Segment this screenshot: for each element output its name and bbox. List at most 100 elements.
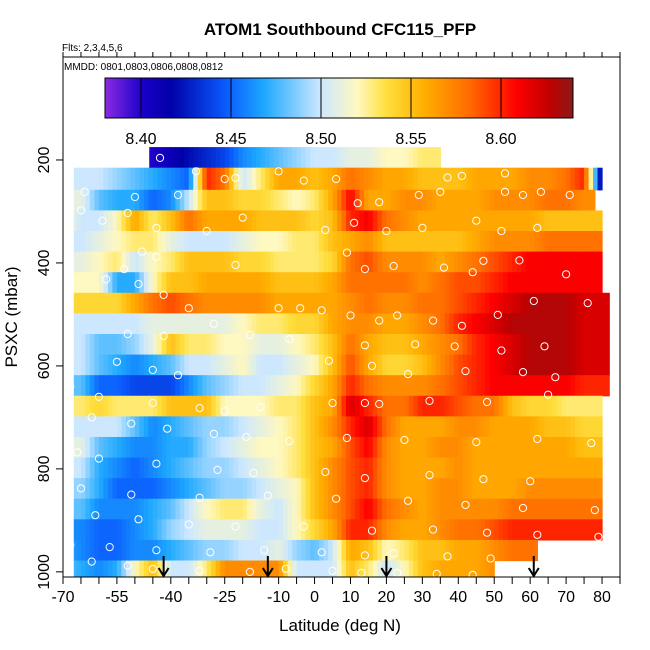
heatmap-cell xyxy=(274,375,280,397)
heatmap-cell xyxy=(188,272,194,294)
heatmap-cell xyxy=(193,231,199,253)
heatmap-cell xyxy=(494,313,500,335)
heatmap-cell xyxy=(337,231,343,253)
heatmap-cell xyxy=(292,416,298,438)
heatmap-cell xyxy=(116,436,122,459)
heatmap-cell xyxy=(233,457,239,479)
heatmap-cell xyxy=(143,375,149,397)
heatmap-cell xyxy=(498,416,504,438)
heatmap-cell xyxy=(157,395,163,417)
sample-point xyxy=(367,526,377,535)
chart-title: ATOM1 Southbound CFC115_PFP xyxy=(204,20,476,39)
heatmap-cell xyxy=(73,560,78,577)
heatmap-cell xyxy=(224,416,230,438)
heatmap-cell xyxy=(512,519,518,541)
heatmap-cell xyxy=(557,354,563,376)
heatmap-cell xyxy=(229,333,235,356)
heatmap-cell xyxy=(467,416,473,438)
heatmap-cell xyxy=(103,519,109,541)
heatmap-cell xyxy=(575,313,581,335)
colorbar-tick-label: 8.45 xyxy=(215,131,246,148)
heatmap-cell xyxy=(426,539,432,562)
heatmap-cell xyxy=(310,272,316,294)
heatmap-cell xyxy=(381,167,388,191)
heatmap-cell xyxy=(98,189,105,212)
heatmap-cell xyxy=(354,436,361,459)
heatmap-cell xyxy=(435,416,441,438)
heatmap-cell xyxy=(570,416,576,438)
sample-point xyxy=(526,477,535,486)
heatmap-cell xyxy=(157,436,163,459)
heatmap-cell xyxy=(242,210,248,232)
sample-point xyxy=(500,169,510,178)
heatmap-cell xyxy=(314,375,320,397)
heatmap-cell xyxy=(494,478,500,500)
heatmap-cell xyxy=(566,416,572,438)
heatmap-cell xyxy=(539,457,545,479)
heatmap-cell xyxy=(422,478,428,500)
sample-point xyxy=(461,500,470,509)
heatmap-cell xyxy=(305,167,311,191)
heatmap-cell xyxy=(404,436,410,459)
heatmap-cell xyxy=(305,272,311,294)
heatmap-cell xyxy=(426,313,432,335)
heatmap-cell xyxy=(350,560,356,577)
heatmap-cell xyxy=(359,210,365,232)
heatmap-cell xyxy=(561,251,567,273)
heatmap-cell xyxy=(314,313,320,335)
heatmap-cell xyxy=(89,519,96,541)
heatmap-cell xyxy=(453,478,459,500)
heatmap-cell xyxy=(426,375,432,397)
heatmap-cell xyxy=(431,539,437,562)
heatmap-cell xyxy=(274,313,280,335)
heatmap-cell xyxy=(552,498,558,520)
heatmap-cell xyxy=(489,539,495,562)
heatmap-cell xyxy=(543,231,549,253)
heatmap-cell xyxy=(449,457,455,479)
heatmap-cell xyxy=(256,333,262,356)
heatmap-cell xyxy=(485,498,491,520)
heatmap-cell xyxy=(94,519,100,541)
heatmap-cell xyxy=(229,498,235,520)
heatmap-cell xyxy=(107,498,114,520)
heatmap-cell xyxy=(332,416,338,438)
heatmap-cell xyxy=(408,395,414,417)
heatmap-cell xyxy=(498,519,504,541)
heatmap-cell xyxy=(453,231,459,253)
heatmap-cell xyxy=(341,539,347,562)
sample-point xyxy=(360,341,369,350)
heatmap-cell xyxy=(332,292,338,314)
heatmap-cell xyxy=(170,478,176,500)
heatmap-cell xyxy=(458,416,464,438)
heatmap-cell xyxy=(579,354,585,376)
heatmap-cell xyxy=(193,354,199,376)
heatmap-cell xyxy=(566,478,572,500)
heatmap-cell xyxy=(471,436,477,459)
heatmap-cell xyxy=(292,167,298,191)
heatmap-cell xyxy=(139,333,145,356)
heatmap-cell xyxy=(359,395,365,417)
heatmap-cell xyxy=(377,292,383,314)
heatmap-cell xyxy=(566,519,572,541)
heatmap-cell xyxy=(175,251,181,273)
heatmap-cell xyxy=(301,147,307,169)
heatmap-cell xyxy=(85,498,91,520)
heatmap-cell xyxy=(202,498,208,520)
heatmap-cell xyxy=(426,147,432,169)
heatmap-cell xyxy=(350,478,356,500)
heatmap-cell xyxy=(238,231,244,253)
heatmap-cell xyxy=(516,457,522,479)
heatmap-cell xyxy=(265,354,271,376)
heatmap-cell xyxy=(305,478,311,500)
heatmap-cell xyxy=(570,333,576,356)
heatmap-cell xyxy=(229,231,235,253)
heatmap-cell xyxy=(193,436,199,459)
heatmap-cell xyxy=(341,498,347,520)
heatmap-cell xyxy=(512,313,518,335)
heatmap-cell xyxy=(471,519,477,541)
heatmap-cell xyxy=(134,395,140,417)
heatmap-cell xyxy=(561,375,567,397)
heatmap-cell xyxy=(256,395,262,417)
heatmap-cell xyxy=(417,457,423,479)
heatmap-cell xyxy=(417,519,423,541)
